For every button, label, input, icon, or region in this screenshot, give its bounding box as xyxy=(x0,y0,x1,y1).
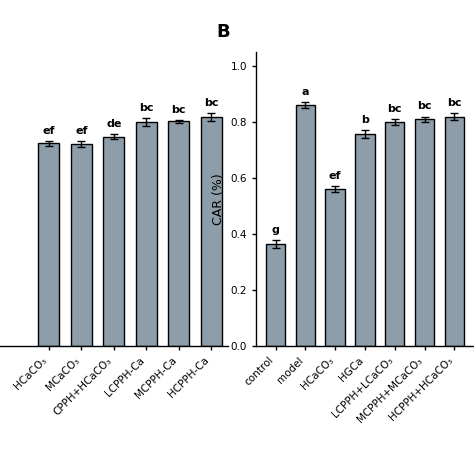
Text: bc: bc xyxy=(417,101,432,111)
Text: ef: ef xyxy=(75,126,88,136)
Bar xyxy=(356,134,374,346)
Text: bc: bc xyxy=(447,99,462,109)
Text: ef: ef xyxy=(43,126,55,136)
Text: a: a xyxy=(301,87,309,97)
Bar xyxy=(168,121,189,346)
Bar xyxy=(136,122,157,346)
Bar xyxy=(296,105,315,346)
Y-axis label: CAR (%): CAR (%) xyxy=(212,173,225,225)
Bar xyxy=(266,244,285,346)
Text: de: de xyxy=(106,119,121,129)
Bar xyxy=(415,119,434,346)
Bar xyxy=(103,137,124,346)
Bar xyxy=(326,189,345,346)
Bar xyxy=(38,143,59,346)
Text: bc: bc xyxy=(388,104,402,114)
Text: bc: bc xyxy=(204,98,219,108)
Text: B: B xyxy=(217,23,230,41)
Text: g: g xyxy=(272,225,280,235)
Bar xyxy=(385,122,404,346)
Text: ef: ef xyxy=(329,171,341,181)
Text: b: b xyxy=(361,115,369,125)
Bar xyxy=(71,144,92,346)
Text: bc: bc xyxy=(172,105,186,115)
Bar xyxy=(201,117,222,346)
Bar xyxy=(445,117,464,346)
Text: bc: bc xyxy=(139,103,154,113)
